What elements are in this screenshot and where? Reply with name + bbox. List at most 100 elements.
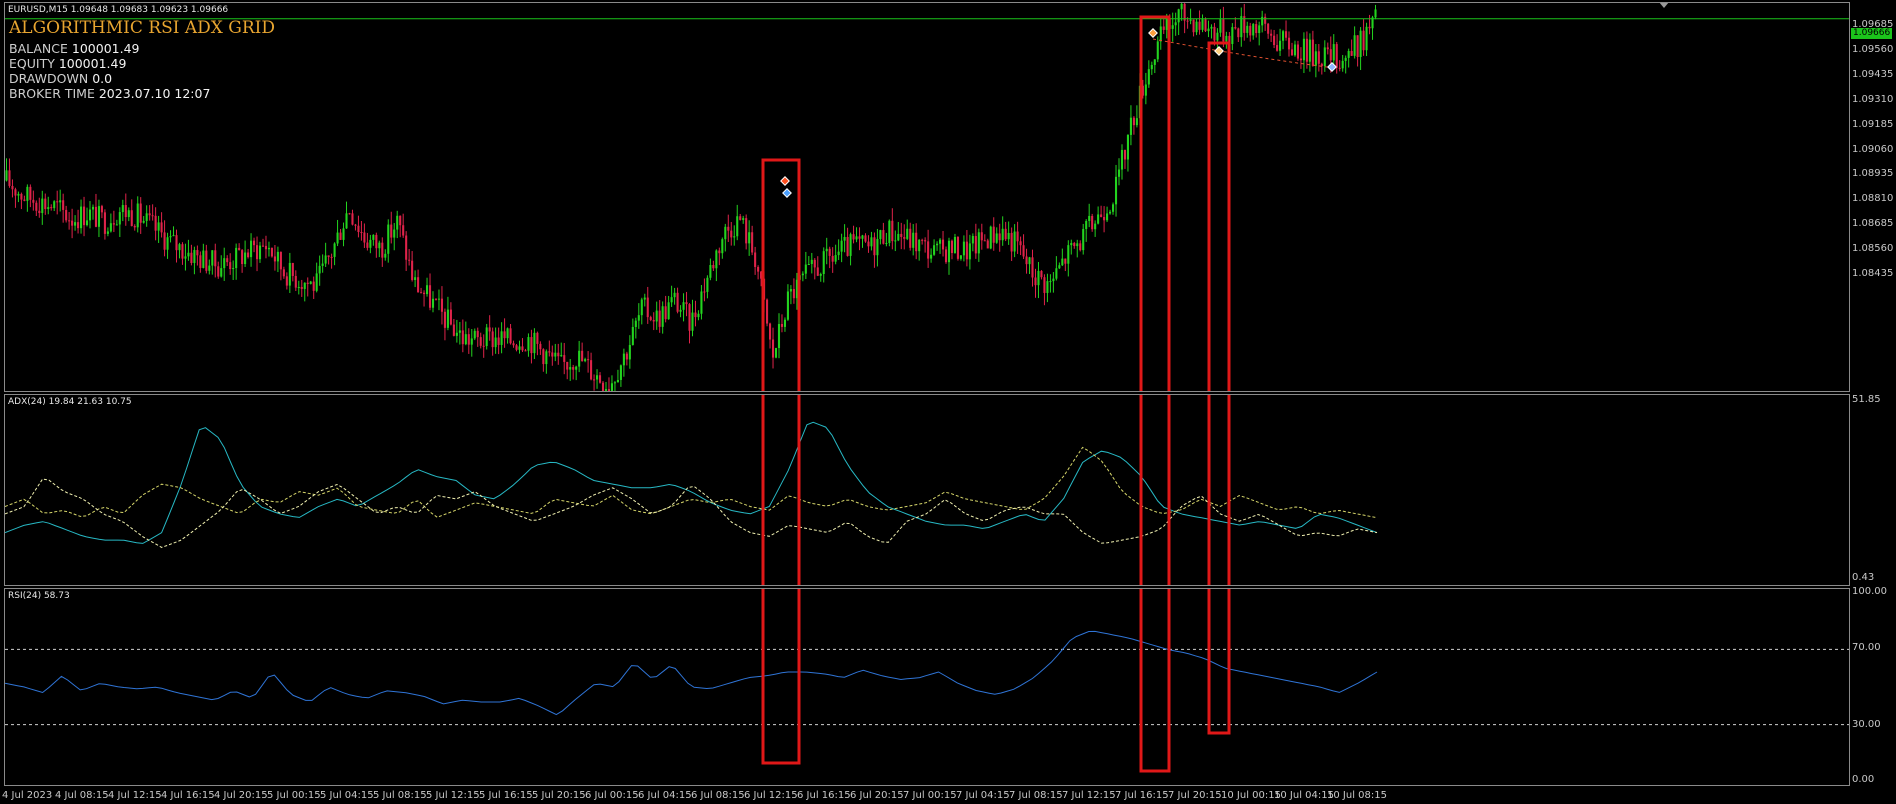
candle-body <box>1114 176 1118 205</box>
equity-label: EQUITY <box>9 56 55 71</box>
candle-body <box>646 297 649 318</box>
candle-body <box>8 170 11 186</box>
candle-body <box>491 331 494 348</box>
candle-body <box>1183 3 1186 21</box>
candle-body <box>1109 211 1112 214</box>
candle-body <box>757 266 760 272</box>
candle-body <box>11 185 14 190</box>
candle-body <box>309 281 312 284</box>
price-tick: 1.08560 <box>1852 243 1894 255</box>
adx-pane[interactable]: ADX(24) 19.84 21.63 10.75 <box>4 394 1850 586</box>
candle-body <box>303 282 306 289</box>
candle-body <box>721 239 724 254</box>
adx-chart <box>5 395 1378 585</box>
candle-body <box>655 310 658 322</box>
candle-body <box>1207 28 1210 32</box>
candle-body <box>688 304 691 331</box>
trade-marker <box>1214 46 1224 56</box>
price-pane[interactable]: EURUSD,M15 1.09648 1.09683 1.09623 1.096… <box>4 2 1850 392</box>
candle-body <box>527 337 530 351</box>
candle-body <box>405 235 408 260</box>
price-tick: 1.09685 <box>1852 19 1894 30</box>
candle-body <box>551 352 554 357</box>
candle-body <box>59 200 62 203</box>
candle-body <box>1016 231 1019 242</box>
candle-body <box>115 224 118 226</box>
candle-body <box>536 332 539 344</box>
highlight-box-1 <box>761 158 801 391</box>
candle-body <box>673 292 676 298</box>
candle-body <box>14 189 17 196</box>
candle-body <box>947 240 951 263</box>
candle-body <box>1219 19 1222 33</box>
candle-body <box>524 350 527 352</box>
candle-body <box>56 201 59 203</box>
candle-body <box>247 252 250 258</box>
candle-body <box>187 252 190 257</box>
candle-body <box>1246 25 1249 33</box>
candle-body <box>569 367 572 370</box>
candle-body <box>545 351 548 365</box>
candle-body <box>628 344 631 360</box>
candle-body <box>420 292 423 294</box>
time-axis[interactable]: 4 Jul 2023 4 Jul 08:15 4 Jul 12:15 4 Jul 16… <box>0 788 1896 804</box>
price-tick: 1.09560 <box>1852 43 1894 55</box>
candle-body <box>172 235 175 237</box>
candle-body <box>29 186 32 200</box>
broker-time-row: BROKER TIME 2023.07.10 12:07 <box>9 86 210 101</box>
equity-value: 100001.49 <box>58 56 127 71</box>
trade-marker <box>782 188 792 198</box>
di-minus-line <box>5 478 1378 548</box>
candle-body <box>443 311 446 328</box>
candle-body <box>652 319 655 322</box>
candle-body <box>80 206 83 229</box>
candle-body <box>1350 51 1353 56</box>
candle-body <box>1079 243 1082 251</box>
candle-body <box>1249 25 1252 36</box>
candle-body <box>643 297 646 300</box>
highlight-box-3-adx <box>1207 395 1231 585</box>
grid-average-line <box>1152 38 1336 69</box>
candle-body <box>232 268 235 270</box>
candle-body <box>494 337 497 348</box>
time-tick: 10 Jul 00:15 <box>1221 790 1281 801</box>
candle-body <box>837 251 840 256</box>
candle-body <box>324 255 327 264</box>
candle-body <box>1267 23 1270 34</box>
candle-body <box>160 222 163 233</box>
candle-body <box>909 228 912 248</box>
time-tick: 5 Jul 16:15 <box>479 790 533 801</box>
rsi-scale[interactable]: 100.00 70.00 30.00 0.00 <box>1852 586 1896 786</box>
candle-body <box>733 236 736 238</box>
candle-body <box>387 224 390 254</box>
candle-body <box>709 264 712 278</box>
candle-body <box>1043 277 1046 293</box>
time-tick: 5 Jul 08:15 <box>373 790 427 801</box>
candle-body <box>288 262 291 286</box>
candle-body <box>1037 270 1040 286</box>
adx-scale[interactable]: 51.85 0.43 <box>1852 394 1896 586</box>
price-tick: 1.08435 <box>1852 268 1894 279</box>
candle-body <box>208 265 211 271</box>
candle-body <box>1180 3 1183 10</box>
candle-body <box>366 242 369 248</box>
candle-body <box>906 228 909 239</box>
price-scale[interactable]: 1.09685 1.09560 1.09435 1.09310 1.09185 1.090… <box>1852 2 1896 392</box>
drawdown-label: DRAWDOWN <box>9 71 89 86</box>
rsi-pane[interactable]: RSI(24) 58.73 <box>4 588 1850 786</box>
candle-body <box>1353 35 1356 56</box>
candle-body <box>1082 228 1085 251</box>
candle-body <box>974 236 977 254</box>
candle-body <box>199 255 202 268</box>
candle-body <box>578 350 581 367</box>
candle-body <box>1293 44 1297 56</box>
highlight-box-3-rsi <box>1207 589 1231 735</box>
candle-body <box>1132 117 1135 126</box>
ea-title: ALGORITHMIC RSI ADX GRID <box>9 18 275 38</box>
candle-body <box>542 349 545 365</box>
candle-body <box>488 327 491 332</box>
candle-body <box>250 240 253 258</box>
candle-body <box>130 210 133 227</box>
candle-body <box>771 339 775 358</box>
chart-shift-marker[interactable] <box>1659 2 1669 8</box>
